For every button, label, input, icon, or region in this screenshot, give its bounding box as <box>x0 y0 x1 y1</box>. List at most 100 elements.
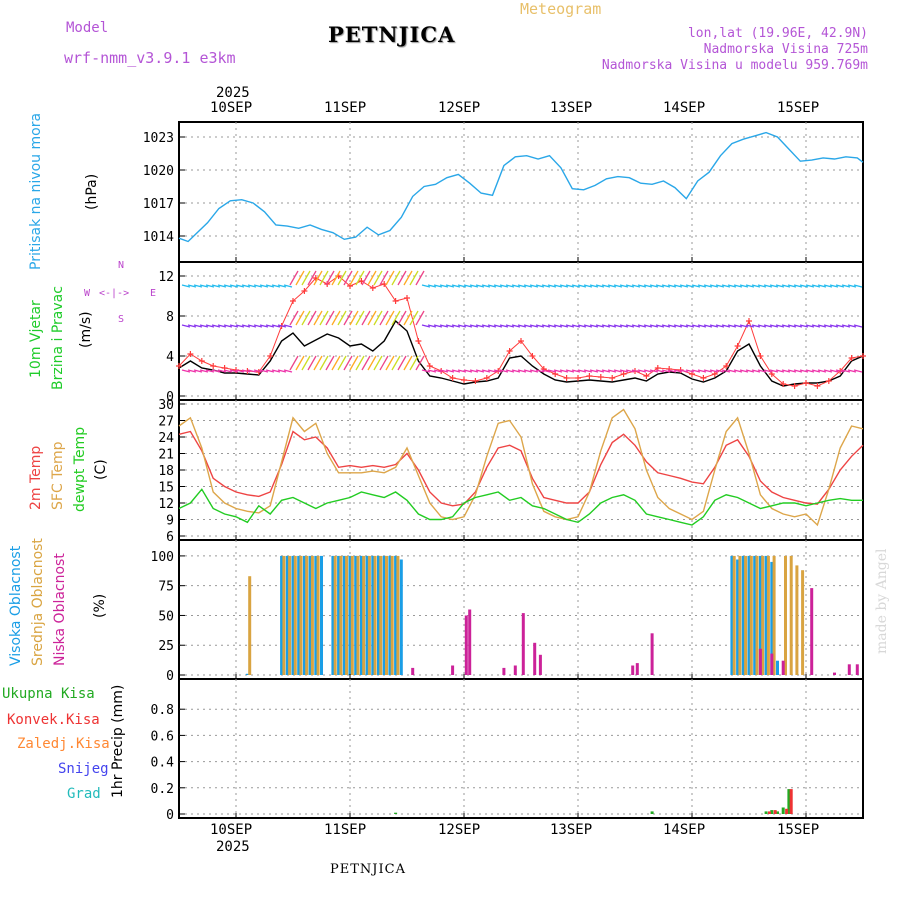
wind-arrow <box>445 284 455 288</box>
wind-arrow <box>259 369 269 373</box>
bar <box>293 555 297 675</box>
wind-arrow <box>331 355 341 371</box>
wind-arrow <box>379 270 389 286</box>
wind-arrow <box>241 284 251 288</box>
wind-arrow <box>637 284 647 288</box>
wind-arrow <box>835 284 845 288</box>
wind-arrow <box>685 284 695 288</box>
wind-arrow <box>649 324 659 328</box>
gust-marker <box>461 377 467 383</box>
wind-arrow <box>469 369 479 373</box>
wind-arrow <box>241 369 251 373</box>
bar <box>650 633 654 675</box>
bar <box>758 648 762 675</box>
wind-arrow <box>229 284 239 288</box>
wind-arrow <box>469 284 479 288</box>
wind-arrow <box>757 324 767 328</box>
wind-arrow <box>571 369 581 373</box>
wind-arrow <box>433 284 443 288</box>
wind-arrow <box>727 369 737 373</box>
wind-arrow <box>739 284 749 288</box>
wind-arrow <box>259 324 269 328</box>
wind-arrow <box>787 324 797 328</box>
wind-arrow <box>679 369 689 373</box>
wind-arrow <box>553 324 563 328</box>
gust-marker <box>814 383 821 389</box>
wind-arrow <box>373 355 383 371</box>
wind-arrow <box>781 324 791 328</box>
bar <box>770 653 774 675</box>
day-label-top: 11SEP <box>324 100 367 116</box>
wind-arrow <box>601 324 611 328</box>
wind-arrow <box>787 284 797 288</box>
wind-arrow <box>181 324 191 328</box>
wind-arrow <box>667 369 677 373</box>
wind-arrow <box>577 284 587 288</box>
wind-arrow <box>205 324 215 328</box>
bar <box>468 609 472 675</box>
wind-arrow <box>409 270 419 286</box>
bar <box>810 588 814 675</box>
wind-arrow <box>181 284 191 288</box>
bar <box>348 555 352 675</box>
wind-arrow <box>187 284 197 288</box>
wind-label-2: Brzina i Pravac <box>50 286 66 390</box>
bar <box>350 555 354 675</box>
gust-marker <box>563 375 570 381</box>
bar <box>738 555 742 675</box>
wind-arrow <box>637 369 647 373</box>
wind-arrow <box>541 324 551 328</box>
gust-marker <box>586 373 593 379</box>
wind-arrow <box>847 284 857 288</box>
wind-arrow <box>805 369 815 373</box>
day-label-bottom: 13SEP <box>550 822 593 838</box>
wind-arrow <box>343 355 353 371</box>
wind-arrow <box>331 310 341 326</box>
wind-arrow <box>721 369 731 373</box>
gust-marker <box>825 378 832 384</box>
gust-marker <box>791 383 798 389</box>
wind-arrow <box>733 284 743 288</box>
wind-arrow <box>289 270 299 286</box>
wind-arrow <box>421 369 431 373</box>
bar <box>749 555 753 675</box>
wind-arrow <box>613 369 623 373</box>
elevation-info: Nadmorska Visina 725m <box>703 42 868 57</box>
wind-arrow <box>193 369 203 373</box>
wind-arrow <box>685 324 695 328</box>
wind-arrow <box>805 324 815 328</box>
year-bottom: 2025 <box>216 839 250 855</box>
bar <box>764 811 768 814</box>
wind-arrow <box>487 324 497 328</box>
gust-marker <box>506 348 513 354</box>
bar <box>855 664 859 675</box>
day-label-top: 15SEP <box>777 100 820 116</box>
gust-marker <box>210 363 217 369</box>
bar <box>761 555 765 675</box>
wind-arrow <box>619 284 629 288</box>
bar <box>521 613 525 675</box>
snow-label: Snijeg <box>58 761 109 777</box>
bar <box>337 555 341 675</box>
wind-arrow <box>613 324 623 328</box>
y-tick-label: 0 <box>166 390 174 405</box>
wind-arrow <box>829 324 839 328</box>
wind-arrow <box>775 284 785 288</box>
cloud-high-label: Visoka Oblacnost <box>8 545 24 666</box>
gust-marker <box>404 295 410 301</box>
wind-arrow <box>217 369 227 373</box>
wind-arrow <box>409 355 419 371</box>
wind-arrow <box>409 310 419 326</box>
wind-arrow <box>667 284 677 288</box>
wind-arrow <box>853 284 863 288</box>
wind-arrow <box>583 324 593 328</box>
wind-arrow <box>379 310 389 326</box>
wind-arrow <box>649 369 659 373</box>
wind-arrow <box>253 284 263 288</box>
wind-arrow <box>271 324 281 328</box>
wind-arrow <box>235 324 245 328</box>
wind-arrow <box>493 369 503 373</box>
wind-arrow <box>727 284 737 288</box>
wind-arrow <box>553 369 563 373</box>
bar <box>753 555 757 675</box>
